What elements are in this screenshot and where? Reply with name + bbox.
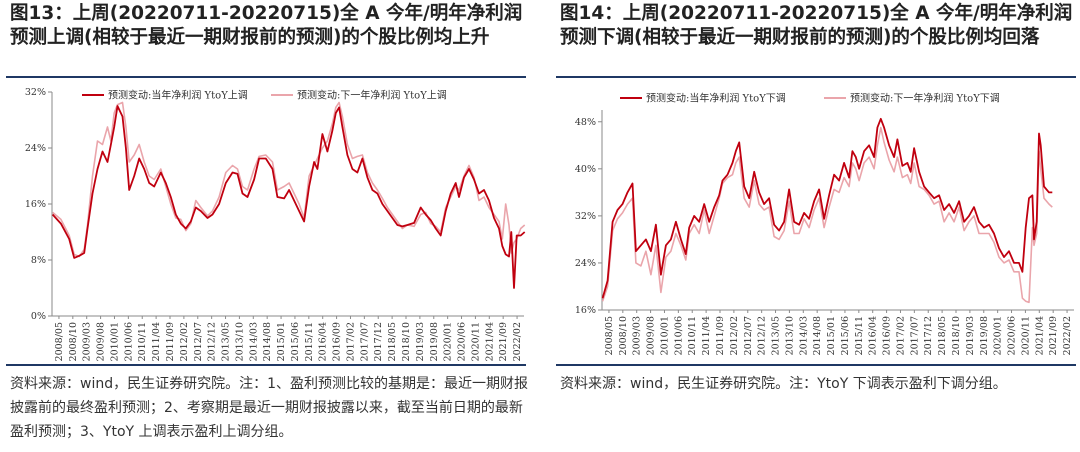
y-tick-label: 8% xyxy=(31,255,46,266)
x-tick-label: 2009/03 xyxy=(632,316,643,355)
x-tick-label: 2021/04 xyxy=(1034,316,1045,355)
x-tick-label: 2010/06 xyxy=(123,322,134,361)
x-tick-label: 2012/12 xyxy=(757,316,768,355)
x-tick-label: 2009/03 xyxy=(82,322,93,361)
x-tick-label: 2013/05 xyxy=(221,322,232,361)
x-tick-label: 2021/09 xyxy=(498,322,509,361)
figure-13-title: 图13：上周(20220711-20220715)全 A 今年/明年净利润预测上… xyxy=(10,3,523,48)
x-tick-label: 2008/05 xyxy=(54,322,65,361)
x-tick-label: 2015/01 xyxy=(276,322,287,361)
x-tick-label: 2019/08 xyxy=(979,316,990,355)
legend-label-1: 预测变动:当年净利润 YtoY下调 xyxy=(646,92,786,105)
x-tick-label: 2016/04 xyxy=(318,322,329,361)
figure-13-chart: 0% 8% 16% 24% 32% 2008/05 2008/10 2009/03 2009/0… xyxy=(25,87,526,361)
figure-14-chart: 16% 24% 32% 40% 48% 2008/05 2008/10 2009/03 2009… xyxy=(575,92,1074,355)
x-tick-label: 2019/03 xyxy=(965,316,976,355)
x-tick-label: 2014/03 xyxy=(248,322,259,361)
figure-13-panel: 图13：上周(20220711-20220715)全 A 今年/明年净利润预测上… xyxy=(6,0,536,452)
x-tick-label: 2017/07 xyxy=(909,316,920,355)
figure-14-source-rule xyxy=(556,364,1076,366)
y-tick-label: 48% xyxy=(575,117,596,128)
x-tick-label: 2014/08 xyxy=(812,316,823,355)
x-tick-label: 2010/11 xyxy=(137,322,148,361)
x-tick-label: 2020/11 xyxy=(1020,316,1031,355)
x-tick-label: 2015/11 xyxy=(854,316,865,355)
legend-label-1: 预测变动:当年净利润 YtoY上调 xyxy=(108,89,248,102)
x-tick-label: 2012/02 xyxy=(179,322,190,361)
figure-14-source-note: 资料来源：wind，民生证券研究院。注：YtoY 下调表示盈利下调分组。 xyxy=(560,376,1007,392)
x-tick-label: 2018/10 xyxy=(951,316,962,355)
x-tick-label: 2010/01 xyxy=(109,322,120,361)
x-tick-label: 2015/01 xyxy=(826,316,837,355)
x-tick-label: 2014/08 xyxy=(262,322,273,361)
figure-14-title-rule xyxy=(556,76,1076,78)
x-tick-label: 2017/12 xyxy=(923,316,934,355)
x-tick-label: 2021/04 xyxy=(484,322,495,361)
y-tick-label: 40% xyxy=(575,164,596,175)
figure-13-source-note: 资料来源：wind，民生证券研究院。注：1、盈利预测比较的基期是：最近一期财报披… xyxy=(10,376,529,440)
x-tick-label: 2022/02 xyxy=(512,322,523,361)
x-tick-label: 2015/06 xyxy=(290,322,301,361)
x-tick-label: 2012/02 xyxy=(729,316,740,355)
x-tick-label: 2017/12 xyxy=(373,322,384,361)
x-tick-label: 2008/05 xyxy=(604,316,615,355)
figure-13-source-rule xyxy=(6,364,526,366)
y-tick-label: 0% xyxy=(31,311,46,322)
x-tick-label: 2019/08 xyxy=(429,322,440,361)
y-tick-label: 24% xyxy=(575,258,596,269)
x-tick-label: 2016/04 xyxy=(868,316,879,355)
x-tick-label: 2015/11 xyxy=(304,322,315,361)
figure-14-title: 图14：上周(20220711-20220715)全 A 今年/明年净利润预测下… xyxy=(560,3,1073,48)
x-tick-label: 2008/10 xyxy=(68,322,79,361)
x-tick-label: 2020/01 xyxy=(443,322,454,361)
x-tick-label: 2013/10 xyxy=(234,322,245,361)
x-tick-label: 2017/02 xyxy=(895,316,906,355)
x-tick-label: 2011/04 xyxy=(151,322,162,361)
x-tick-label: 2016/09 xyxy=(332,322,343,361)
x-tick-label: 2019/03 xyxy=(415,322,426,361)
series-line-1 xyxy=(601,117,1053,299)
x-tick-label: 2011/09 xyxy=(165,322,176,361)
x-tick-label: 2012/07 xyxy=(743,316,754,355)
x-tick-label: 2016/09 xyxy=(882,316,893,355)
x-tick-label: 2013/05 xyxy=(771,316,782,355)
x-tick-label: 2020/06 xyxy=(457,322,468,361)
x-tick-label: 2011/09 xyxy=(715,316,726,355)
x-tick-label: 2020/06 xyxy=(1007,316,1018,355)
y-tick-label: 32% xyxy=(575,211,596,222)
x-tick-label: 2018/10 xyxy=(401,322,412,361)
x-tick-label: 2010/01 xyxy=(659,316,670,355)
x-tick-label: 2010/06 xyxy=(673,316,684,355)
x-tick-label: 2010/11 xyxy=(687,316,698,355)
x-tick-label: 2008/10 xyxy=(618,316,629,355)
x-tick-label: 2021/09 xyxy=(1048,316,1059,355)
x-tick-label: 2013/10 xyxy=(784,316,795,355)
x-tick-label: 2009/08 xyxy=(96,322,107,361)
series-line-1 xyxy=(51,105,526,289)
figure-14-panel: 图14：上周(20220711-20220715)全 A 今年/明年净利润预测下… xyxy=(556,0,1080,452)
figure-13-title-rule xyxy=(6,76,526,78)
x-tick-label: 2022/02 xyxy=(1062,316,1073,355)
x-tick-label: 2012/12 xyxy=(207,322,218,361)
y-tick-label: 24% xyxy=(25,143,46,154)
legend-label-2: 预测变动:下一年净利润 YtoY上调 xyxy=(297,89,447,102)
x-tick-label: 2017/07 xyxy=(359,322,370,361)
x-tick-label: 2020/01 xyxy=(993,316,1004,355)
y-tick-label: 16% xyxy=(25,199,46,210)
y-tick-label: 16% xyxy=(575,305,596,316)
x-tick-label: 2014/03 xyxy=(798,316,809,355)
series-line-2 xyxy=(601,126,1053,304)
legend-label-2: 预测变动:下一年净利润 YtoY下调 xyxy=(850,92,1000,105)
x-tick-label: 2015/06 xyxy=(840,316,851,355)
x-tick-label: 2011/04 xyxy=(701,316,712,355)
x-tick-label: 2020/11 xyxy=(470,322,481,361)
x-tick-label: 2018/05 xyxy=(937,316,948,355)
x-tick-label: 2012/07 xyxy=(193,322,204,361)
x-tick-label: 2017/02 xyxy=(345,322,356,361)
y-tick-label: 32% xyxy=(25,87,46,98)
x-tick-label: 2018/05 xyxy=(387,322,398,361)
x-tick-label: 2009/08 xyxy=(646,316,657,355)
